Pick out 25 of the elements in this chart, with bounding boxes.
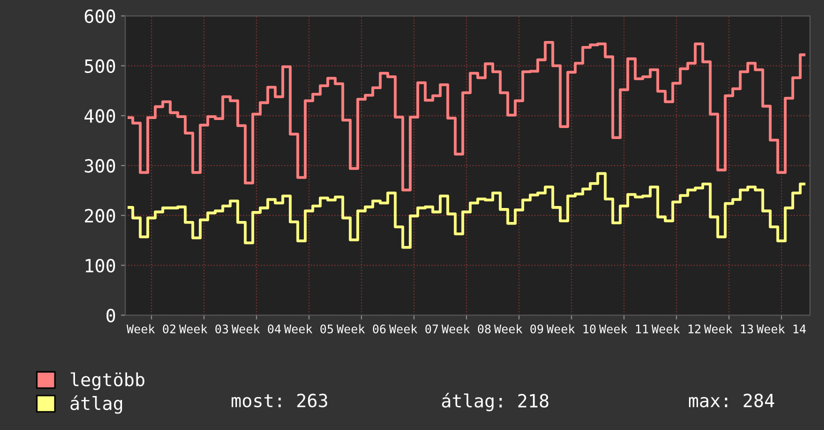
x-tick-label: Week 06 xyxy=(336,324,386,334)
x-tick-label: Week 11 xyxy=(599,324,648,334)
text: most: 263 xyxy=(232,394,328,408)
x-tick-label: Week 09 xyxy=(494,324,544,334)
legend-label: átlag xyxy=(70,395,122,414)
x-tick-label: Week 03 xyxy=(179,324,228,334)
x-tick-label: Week 14 xyxy=(756,324,806,334)
x-tick-label: Week 12 xyxy=(652,324,700,334)
x-tick-label: Week 08 xyxy=(442,324,491,334)
x-tick-label: Week 07 xyxy=(389,324,438,334)
x-tick-label: Week 10 xyxy=(546,324,596,334)
y-tick-label: 200 xyxy=(84,208,116,223)
y-tick-label: 0 xyxy=(106,308,116,322)
y-tick-label: 300 xyxy=(84,159,116,173)
y-tick-label: 500 xyxy=(84,59,116,73)
text: max: 284 xyxy=(689,394,774,408)
y-tick-label: 100 xyxy=(86,258,116,272)
y-tick-label: 400 xyxy=(84,109,116,123)
x-tick-label: Week 04 xyxy=(232,324,281,334)
x-tick-label: Week 02 xyxy=(126,324,176,334)
text: átlag: 218 xyxy=(442,392,548,412)
y-tick-label: 600 xyxy=(84,9,116,24)
x-tick-label: Week 05 xyxy=(284,324,333,334)
x-tick-label: Week 13 xyxy=(704,324,753,334)
legend-label: legtöbb xyxy=(70,372,144,390)
